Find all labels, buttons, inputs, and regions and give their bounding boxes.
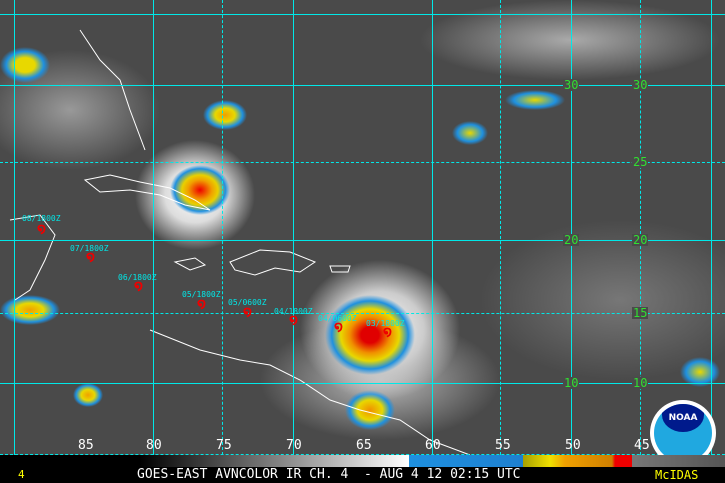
- storm-symbol-icon: ໑: [37, 221, 46, 237]
- lon-label: 65: [356, 438, 372, 453]
- image-caption: GOES-EAST AVNCOLOR IR CH. 4 - AUG 4 12 0…: [137, 467, 521, 482]
- track-label: 05/0600Z: [228, 298, 267, 307]
- storm-symbol-icon: ໑: [243, 304, 252, 320]
- track-label: 03/1800Z: [366, 319, 405, 328]
- meridian-40: [711, 0, 712, 455]
- lat-label: 15: [632, 306, 649, 320]
- track-label: 05/1800Z: [182, 290, 221, 299]
- storm-symbol-icon: ໑: [197, 296, 206, 312]
- parallel-25: [0, 162, 725, 163]
- parallel-15: [0, 313, 725, 314]
- frame-marker: 4: [18, 468, 25, 481]
- title-bar: 4 GOES-EAST AVNCOLOR IR CH. 4 - AUG 4 12…: [0, 467, 725, 483]
- lon-label: 85: [78, 438, 94, 453]
- south-america-outline: [149, 329, 471, 455]
- track-label: 07/1800Z: [70, 244, 109, 253]
- track-label: 06/1800Z: [118, 273, 157, 282]
- lon-label: 55: [495, 438, 511, 453]
- lon-label: 50: [565, 438, 581, 453]
- meridian-70: [293, 0, 294, 455]
- parallel-20: [0, 240, 725, 241]
- storm-symbol-icon: ໑: [86, 249, 95, 265]
- lat-label: 30: [563, 78, 580, 92]
- storm-symbol-icon: ໑: [383, 324, 392, 340]
- meridian-80: [153, 0, 154, 455]
- storm-symbol-icon: ໑: [134, 278, 143, 294]
- storm-symbol-icon: ໑: [334, 319, 343, 335]
- parallel-5: [0, 454, 725, 455]
- lon-label: 45: [634, 438, 650, 453]
- lat-label: 20: [632, 233, 649, 247]
- meridian-50: [571, 0, 572, 455]
- jamaica-outline: [173, 257, 207, 271]
- meridian-60: [432, 0, 433, 455]
- color-scale-bar: [0, 455, 725, 467]
- parallel-30: [0, 85, 725, 86]
- puerto-rico-outline: [329, 265, 351, 273]
- meridian-45: [640, 0, 641, 455]
- lat-label: 10: [632, 376, 649, 390]
- lon-label: 60: [425, 438, 441, 453]
- track-label: 04/0600Z: [318, 314, 357, 323]
- lon-label: 75: [216, 438, 232, 453]
- storm-symbol-icon: ໑: [289, 312, 298, 328]
- cuba-outline: [83, 174, 211, 211]
- mcidas-brand: McIDAS: [655, 468, 699, 482]
- meridian-55: [500, 0, 501, 455]
- parallel-10: [0, 383, 725, 384]
- track-label: 08/1800Z: [22, 214, 61, 223]
- meridian-75: [222, 0, 223, 455]
- lon-label: 70: [286, 438, 302, 453]
- lat-label: 10: [563, 376, 580, 390]
- yucatan-outline: [9, 214, 56, 301]
- lat-label: 25: [632, 155, 649, 169]
- satellite-image: [0, 0, 725, 455]
- lon-label: 80: [146, 438, 162, 453]
- lat-label: 20: [563, 233, 580, 247]
- hispaniola-outline: [229, 249, 317, 276]
- meridian-90: [14, 0, 15, 455]
- coastlines: [9, 29, 471, 455]
- florida-outline: [79, 29, 146, 151]
- track-label: 04/1800Z: [274, 307, 313, 316]
- parallel-35: [0, 14, 725, 15]
- lat-label: 30: [632, 78, 649, 92]
